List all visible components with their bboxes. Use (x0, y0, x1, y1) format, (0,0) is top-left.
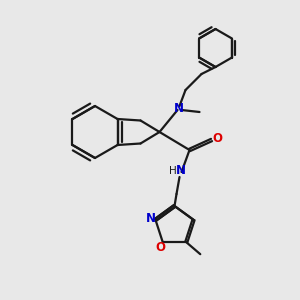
Text: O: O (212, 133, 223, 146)
Text: O: O (156, 241, 166, 254)
Text: N: N (176, 164, 185, 178)
Text: N: N (146, 212, 155, 225)
Text: N: N (173, 103, 184, 116)
Text: H: H (169, 166, 176, 176)
